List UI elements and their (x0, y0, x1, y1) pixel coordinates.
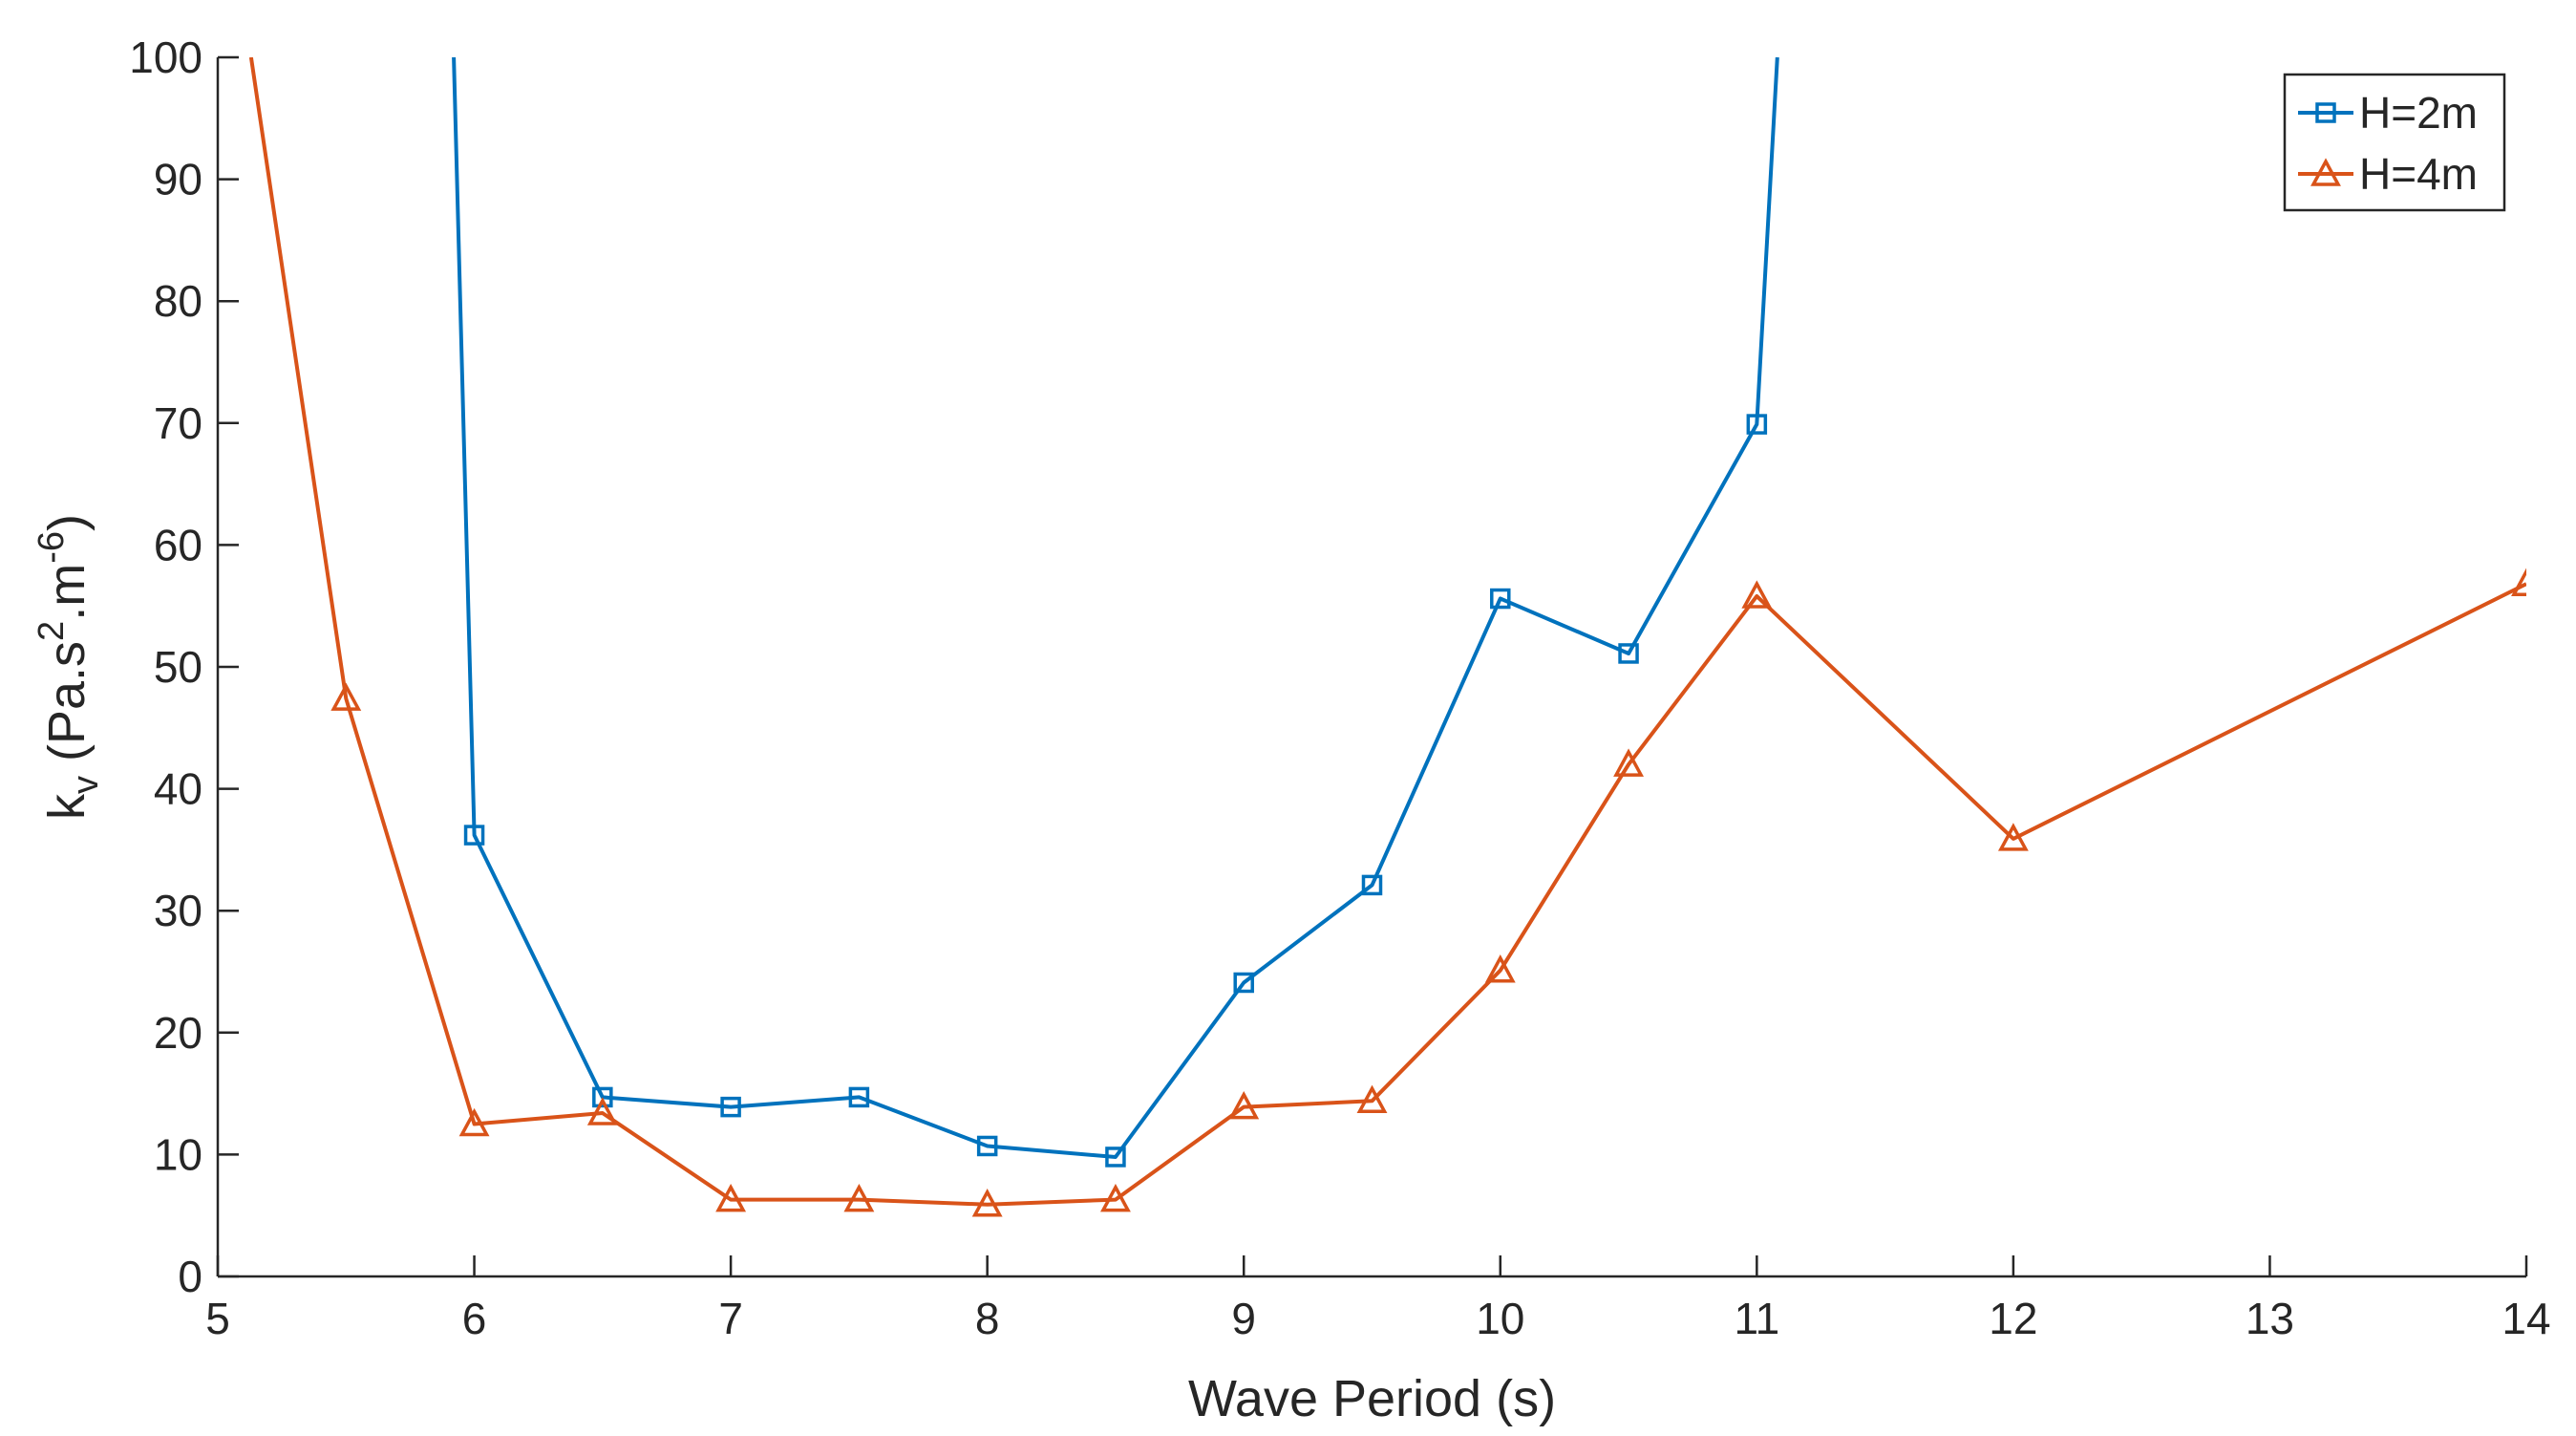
y-tick-label: 60 (154, 520, 202, 569)
y-axis-title-part: .m (38, 564, 96, 621)
y-tick-label: 10 (154, 1129, 202, 1179)
x-tick-label: 9 (1231, 1294, 1256, 1343)
y-axis-title-part: ) (38, 514, 96, 531)
x-tick-label: 7 (718, 1294, 743, 1343)
legend-label: H=4m (2359, 149, 2478, 199)
y-tick-label: 70 (154, 398, 202, 448)
y-tick-label: 80 (154, 276, 202, 326)
y-tick-label: 0 (178, 1252, 202, 1301)
data-point-triangle (971, 1189, 1003, 1217)
data-point-triangle (1613, 748, 1644, 777)
x-tick-label: 11 (1734, 1294, 1779, 1343)
data-point-square (848, 1086, 870, 1108)
data-point-triangle (1356, 1084, 1388, 1114)
y-axis-title-part: 2 (32, 621, 72, 641)
x-tick-label: 5 (205, 1294, 230, 1343)
axis-titles: Wave Period (s) kv (Pa.s2.m-6) (32, 514, 1556, 1427)
axes: 5 6 7 8 9 10 11 12 13 14 0 10 20 30 40 50 60 70 80 90 100 (129, 32, 2550, 1343)
data-point-triangle (715, 1183, 747, 1212)
data-point-triangle (586, 1097, 618, 1125)
y-axis-title-part: -6 (32, 531, 72, 564)
x-axis-title: Wave Period (s) (1188, 1370, 1556, 1427)
plot-area (248, 57, 2526, 1217)
y-axis-title-part: (Pa.s (38, 641, 96, 776)
x-tick-label: 10 (1476, 1294, 1524, 1343)
data-point-triangle (843, 1183, 875, 1212)
x-tick-label: 14 (2501, 1294, 2550, 1343)
data-point-triangle (1100, 1183, 1131, 1212)
data-point-square (720, 1096, 741, 1118)
y-axis-title-part: v (66, 776, 106, 794)
y-axis-title: kv (Pa.s2.m-6) (32, 514, 106, 820)
y-axis-title-part: k (38, 793, 96, 820)
data-point-triangle (2511, 568, 2526, 596)
data-point-square (463, 825, 485, 846)
data-point-square (976, 1135, 998, 1157)
data-point-triangle (458, 1107, 490, 1137)
series-line-2 (248, 57, 2526, 1207)
series-line-1 (452, 57, 1779, 1159)
legend-marker-triangle (2310, 158, 2341, 186)
x-tick-label: 12 (1989, 1294, 2037, 1343)
data-point-square (1233, 972, 1254, 994)
legend: H=2m H=4m (2283, 73, 2506, 212)
data-point-square (1361, 874, 1383, 896)
data-point-triangle (1997, 823, 2029, 851)
x-tick-label: 6 (462, 1294, 487, 1343)
data-point-square (1105, 1147, 1126, 1168)
legend-box (2283, 73, 2506, 212)
data-point-triangle (330, 682, 362, 711)
legend-item-1: H=2m (2298, 88, 2478, 138)
series-2 (248, 57, 2526, 1217)
legend-label: H=2m (2359, 88, 2478, 138)
y-tick-label: 30 (154, 886, 202, 935)
data-point-triangle (1484, 954, 1516, 983)
series-1 (452, 57, 1779, 1168)
y-tick-label: 90 (154, 155, 202, 204)
legend-item-2: H=4m (2298, 149, 2478, 199)
y-tick-label: 40 (154, 764, 202, 814)
x-tick-label: 13 (2246, 1294, 2294, 1343)
data-point-square (592, 1086, 613, 1108)
y-tick-label: 50 (154, 642, 202, 692)
data-point-triangle (1228, 1090, 1260, 1120)
x-tick-label: 8 (975, 1294, 1000, 1343)
data-point-square (1618, 643, 1639, 664)
data-point-square (1746, 414, 1768, 435)
data-point-triangle (1741, 580, 1773, 609)
data-point-square (1490, 588, 1511, 610)
legend-marker-square (2315, 102, 2336, 123)
y-tick-label: 100 (129, 32, 202, 82)
y-tick-label: 20 (154, 1008, 202, 1058)
